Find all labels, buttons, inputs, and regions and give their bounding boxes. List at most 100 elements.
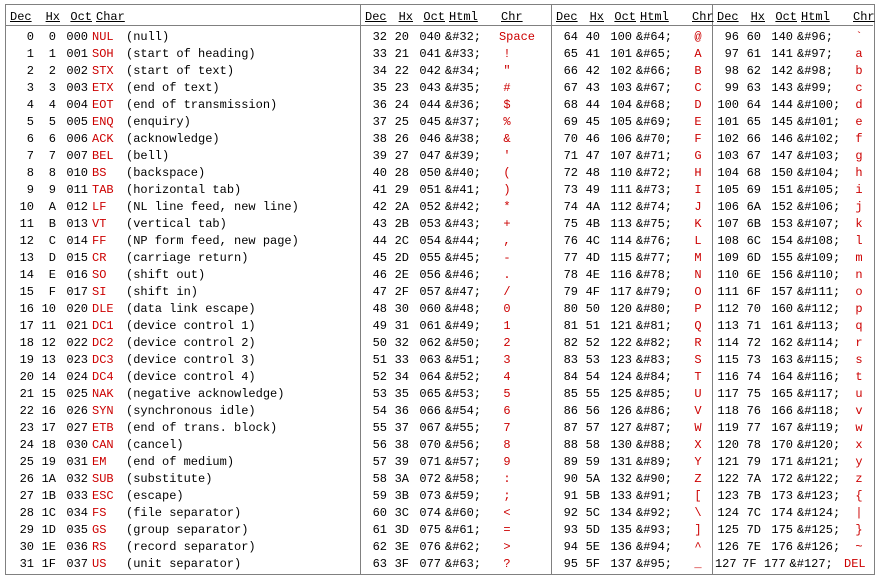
cell-html: &#78; bbox=[632, 269, 688, 281]
cell-symbol: ETX bbox=[88, 82, 124, 94]
cell-dec: 114 bbox=[713, 337, 739, 349]
ascii-row: 8151121&#81;Q bbox=[552, 317, 712, 334]
cell-dec: 73 bbox=[552, 184, 578, 196]
cell-dec: 92 bbox=[552, 507, 578, 519]
cell-html: &#53; bbox=[441, 388, 497, 400]
cell-html: &#80; bbox=[632, 303, 688, 315]
column-header: DecHxOctHtmlChr bbox=[361, 5, 551, 26]
cell-desc: (device control 1) bbox=[124, 320, 256, 332]
cell-char: _ bbox=[688, 558, 708, 570]
cell-html: &#51; bbox=[441, 354, 497, 366]
cell-html: &#97; bbox=[793, 48, 849, 60]
cell-html: &#89; bbox=[632, 456, 688, 468]
cell-html: &#32; bbox=[441, 31, 497, 43]
cell-dec: 1 bbox=[6, 48, 34, 60]
ascii-row: 1106E156&#110;n bbox=[713, 266, 873, 283]
cell-html: &#68; bbox=[632, 99, 688, 111]
cell-char: ~ bbox=[849, 541, 869, 553]
cell-char: S bbox=[688, 354, 708, 366]
cell-hx: 66 bbox=[739, 133, 761, 145]
cell-oct: 122 bbox=[600, 337, 632, 349]
cell-oct: 143 bbox=[761, 82, 793, 94]
cell-hx: A bbox=[34, 201, 56, 213]
cell-desc: (device control 4) bbox=[124, 371, 256, 383]
cell-desc: (shift in) bbox=[124, 286, 198, 298]
cell-char: $ bbox=[497, 99, 517, 111]
cell-symbol: GS bbox=[88, 524, 124, 536]
ascii-row: 311F037US(unit separator) bbox=[6, 555, 360, 572]
cell-hx: 77 bbox=[739, 422, 761, 434]
cell-oct: 027 bbox=[56, 422, 88, 434]
ascii-row: 925C134&#92;\ bbox=[552, 504, 712, 521]
cell-hx: 7D bbox=[739, 524, 761, 536]
cell-oct: 144 bbox=[761, 99, 793, 111]
cell-html: &#57; bbox=[441, 456, 497, 468]
cell-char: N bbox=[688, 269, 708, 281]
cell-symbol: NUL bbox=[88, 31, 124, 43]
ascii-column-3: DecHxOctHtmlChr9660140&#96;`9761141&#97;… bbox=[713, 5, 873, 574]
cell-oct: 141 bbox=[761, 48, 793, 60]
cell-hx: 19 bbox=[34, 456, 56, 468]
cell-char: ) bbox=[497, 184, 517, 196]
cell-hx: 49 bbox=[578, 184, 600, 196]
ascii-row: 1913023DC3(device control 3) bbox=[6, 351, 360, 368]
cell-hx: 4F bbox=[578, 286, 600, 298]
cell-dec: 47 bbox=[361, 286, 387, 298]
hdr-dec: Dec bbox=[6, 11, 38, 23]
cell-hx: 52 bbox=[578, 337, 600, 349]
cell-oct: 130 bbox=[600, 439, 632, 451]
cell-html: &#109; bbox=[793, 252, 849, 264]
cell-oct: 067 bbox=[409, 422, 441, 434]
cell-html: &#105; bbox=[793, 184, 849, 196]
cell-html: &#58; bbox=[441, 473, 497, 485]
cell-symbol: DC4 bbox=[88, 371, 124, 383]
ascii-row: 8454124&#84;T bbox=[552, 368, 712, 385]
ascii-row: 4028050&#40;( bbox=[361, 164, 551, 181]
cell-desc: (carriage return) bbox=[124, 252, 248, 264]
cell-oct: 006 bbox=[56, 133, 88, 145]
cell-desc: (shift out) bbox=[124, 269, 205, 281]
ascii-row: 5739071&#57;9 bbox=[361, 453, 551, 470]
cell-html: &#45; bbox=[441, 252, 497, 264]
ascii-row: 1096D155&#109;m bbox=[713, 249, 873, 266]
cell-desc: (horizontal tab) bbox=[124, 184, 241, 196]
cell-char: s bbox=[849, 354, 869, 366]
cell-symbol: DC1 bbox=[88, 320, 124, 332]
ascii-row: 1247C174&#124;| bbox=[713, 504, 873, 521]
cell-hx: 5 bbox=[34, 116, 56, 128]
cell-html: &#98; bbox=[793, 65, 849, 77]
cell-dec: 61 bbox=[361, 524, 387, 536]
cell-dec: 100 bbox=[713, 99, 739, 111]
cell-char: t bbox=[849, 371, 869, 383]
cell-oct: 064 bbox=[409, 371, 441, 383]
cell-oct: 113 bbox=[600, 218, 632, 230]
cell-char: ' bbox=[497, 150, 517, 162]
cell-hx: 23 bbox=[387, 82, 409, 94]
ascii-row: 6541101&#65;A bbox=[552, 45, 712, 62]
cell-char: ; bbox=[497, 490, 517, 502]
cell-html: &#91; bbox=[632, 490, 688, 502]
cell-hx: 1 bbox=[34, 48, 56, 60]
ascii-table: DecHxOctChar00000NUL(null)11001SOH(start… bbox=[5, 4, 875, 575]
ascii-row: 9862142&#98;b bbox=[713, 62, 873, 79]
cell-dec: 86 bbox=[552, 405, 578, 417]
ascii-row: 1086C154&#108;l bbox=[713, 232, 873, 249]
cell-hx: 4A bbox=[578, 201, 600, 213]
hdr-html: Html bbox=[445, 11, 501, 23]
cell-hx: 75 bbox=[739, 388, 761, 400]
cell-hx: 7A bbox=[739, 473, 761, 485]
cell-hx: 7C bbox=[739, 507, 761, 519]
cell-dec: 19 bbox=[6, 354, 34, 366]
cell-dec: 17 bbox=[6, 320, 34, 332]
cell-char: d bbox=[849, 99, 869, 111]
ascii-row: 794F117&#79;O bbox=[552, 283, 712, 300]
cell-hx: 1B bbox=[34, 490, 56, 502]
cell-dec: 104 bbox=[713, 167, 739, 179]
cell-html: &#69; bbox=[632, 116, 688, 128]
cell-oct: 157 bbox=[761, 286, 793, 298]
cell-html: &#64; bbox=[632, 31, 688, 43]
ascii-row: 1066A152&#106;j bbox=[713, 198, 873, 215]
cell-hx: 47 bbox=[578, 150, 600, 162]
ascii-row: 915B133&#91;[ bbox=[552, 487, 712, 504]
cell-hx: 48 bbox=[578, 167, 600, 179]
